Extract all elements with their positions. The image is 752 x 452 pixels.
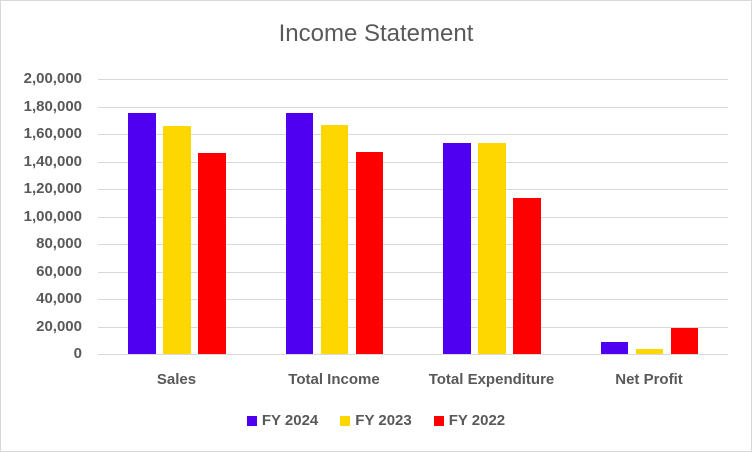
y-tick-label: 2,00,000: [23, 70, 82, 87]
gridline: [98, 299, 728, 300]
legend-swatch-icon: [340, 415, 351, 426]
x-tick-label: Sales: [156, 371, 197, 388]
y-tick-label: 1,80,000: [23, 97, 82, 115]
legend-swatch-icon: [433, 415, 444, 426]
y-tick-label: 20,000: [36, 317, 82, 335]
legend-swatch-icon: [246, 415, 257, 426]
legend-item[interactable]: FY 2022: [433, 412, 506, 429]
legend: FY 2024 FY 2023 FY 2022: [0, 412, 752, 429]
bar-net-profit-fy-2024[interactable]: [600, 342, 628, 354]
gridline: [98, 354, 728, 355]
bar-sales-fy-2023[interactable]: [163, 126, 191, 354]
x-tick-label: Total Income: [288, 371, 380, 388]
legend-item[interactable]: FY 2024: [246, 412, 319, 429]
bar-sales-fy-2024[interactable]: [128, 112, 156, 354]
legend-label: FY 2024: [261, 412, 319, 429]
y-tick-label: 60,000: [36, 262, 82, 280]
gridline: [98, 161, 728, 163]
gridline: [98, 106, 728, 108]
bar-sales-fy-2022[interactable]: [198, 152, 226, 354]
bar-net-profit-fy-2023[interactable]: [635, 348, 663, 354]
bar-total-expenditure-fy-2022[interactable]: [513, 197, 541, 354]
gridline: [98, 79, 728, 80]
x-tick-label: Total Expenditure: [428, 371, 555, 388]
bar-total-expenditure-fy-2024[interactable]: [443, 142, 471, 354]
bar-total-income-fy-2024[interactable]: [285, 112, 313, 354]
gridline: [98, 134, 728, 135]
bar-total-income-fy-2023[interactable]: [320, 124, 348, 354]
y-tick-label: 1,60,000: [23, 125, 82, 142]
y-tick-label: 40,000: [36, 290, 82, 307]
bar-total-expenditure-fy-2023[interactable]: [478, 142, 506, 354]
legend-label: FY 2023: [355, 412, 412, 429]
gridline: [98, 216, 728, 218]
chart-title: Income Statement: [278, 20, 474, 47]
plot-area: [98, 79, 728, 355]
legend-item[interactable]: FY 2023: [340, 412, 412, 429]
gridline: [98, 326, 728, 328]
bar-net-profit-fy-2022[interactable]: [670, 327, 698, 354]
gridline: [98, 271, 728, 273]
y-tick-label: 1,40,000: [23, 152, 82, 170]
gridline: [98, 244, 728, 245]
y-tick-label: 1,00,000: [23, 207, 82, 225]
x-tick-label: Net Profit: [615, 371, 683, 388]
y-tick-label: 80,000: [36, 235, 82, 252]
y-tick-label: 1,20,000: [23, 180, 82, 197]
legend-label: FY 2022: [448, 412, 506, 429]
gridline: [98, 189, 728, 190]
bar-total-income-fy-2022[interactable]: [355, 151, 383, 354]
y-tick-label: 0: [73, 345, 82, 362]
